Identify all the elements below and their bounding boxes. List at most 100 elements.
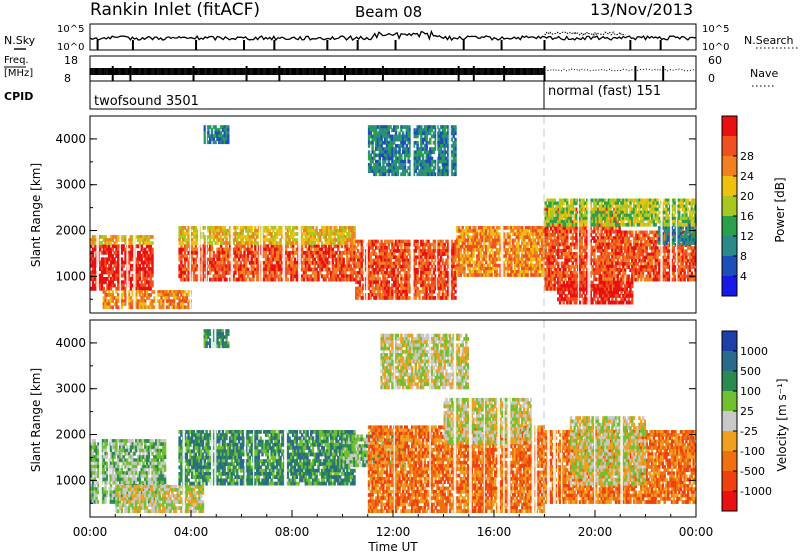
power-cell bbox=[344, 250, 347, 255]
power-cell bbox=[605, 226, 609, 231]
power-cell bbox=[557, 242, 560, 247]
power-cell bbox=[158, 305, 161, 310]
power-cell bbox=[423, 252, 427, 256]
power-cell bbox=[346, 247, 349, 252]
power-cell bbox=[519, 232, 522, 236]
power-cell bbox=[328, 229, 331, 233]
power-cell bbox=[420, 242, 423, 247]
power-cell bbox=[286, 244, 289, 249]
power-cell bbox=[481, 229, 484, 233]
power-cell bbox=[196, 241, 199, 245]
power-cell bbox=[378, 267, 381, 272]
power-cell bbox=[602, 226, 605, 231]
power-cell bbox=[432, 267, 436, 272]
power-cell bbox=[227, 270, 230, 275]
power-cell bbox=[466, 257, 470, 262]
power-cell bbox=[302, 229, 306, 233]
power-cell bbox=[180, 244, 183, 249]
power-cell bbox=[562, 239, 565, 244]
power-cell bbox=[393, 283, 396, 288]
power-cell bbox=[145, 235, 149, 239]
power-cell bbox=[182, 299, 185, 303]
power-cell bbox=[254, 247, 257, 252]
power-cell bbox=[517, 270, 520, 274]
power-cell bbox=[441, 252, 445, 256]
power-cell bbox=[549, 239, 553, 244]
power-cell bbox=[564, 287, 567, 292]
power-cell bbox=[263, 235, 266, 239]
power-cell bbox=[537, 257, 540, 262]
power-cell bbox=[90, 250, 93, 255]
power-cell bbox=[522, 266, 526, 271]
power-cell bbox=[468, 229, 472, 233]
power-cell bbox=[526, 266, 529, 271]
power-cell bbox=[553, 271, 556, 275]
power-cell bbox=[174, 290, 178, 294]
power-cell bbox=[618, 245, 621, 250]
power-cell bbox=[371, 249, 374, 253]
power-cell bbox=[575, 252, 578, 256]
power-cell bbox=[537, 232, 540, 236]
power-cell bbox=[409, 258, 412, 263]
power-cell bbox=[142, 238, 145, 242]
power-cell bbox=[517, 244, 520, 249]
power-cell bbox=[284, 270, 288, 275]
power-cell bbox=[183, 235, 187, 239]
power-cell bbox=[400, 296, 403, 300]
power-cell bbox=[91, 286, 95, 291]
power-cell bbox=[319, 267, 322, 272]
power-cell bbox=[310, 232, 313, 236]
power-cell bbox=[549, 264, 553, 269]
power-cell bbox=[517, 257, 520, 262]
power-cell bbox=[111, 305, 114, 310]
power-cell bbox=[420, 249, 423, 253]
power-cell bbox=[99, 273, 102, 278]
power-cell bbox=[268, 274, 271, 279]
power-cell bbox=[144, 299, 147, 303]
power-cell bbox=[245, 226, 248, 230]
power-cell bbox=[504, 226, 508, 230]
power-cell bbox=[481, 257, 484, 262]
power-cell bbox=[602, 239, 605, 244]
power-cell bbox=[158, 299, 161, 303]
power-cell bbox=[456, 263, 459, 268]
power-cell bbox=[90, 241, 93, 245]
power-cell bbox=[129, 263, 133, 268]
power-cell bbox=[521, 257, 524, 262]
power-cell bbox=[286, 277, 289, 282]
power-cell bbox=[266, 229, 270, 233]
power-cell bbox=[461, 238, 464, 243]
power-cell bbox=[468, 241, 472, 246]
power-cell bbox=[264, 244, 268, 249]
power-cell bbox=[375, 280, 378, 285]
power-cell bbox=[466, 263, 470, 268]
power-cell bbox=[524, 241, 528, 246]
power-cell bbox=[109, 238, 113, 242]
power-cell bbox=[200, 274, 203, 279]
power-cell bbox=[476, 273, 479, 277]
power-cell bbox=[385, 271, 389, 275]
power-cell bbox=[427, 286, 430, 291]
power-cell bbox=[344, 244, 347, 249]
power-cell bbox=[560, 252, 564, 256]
power-cell bbox=[582, 277, 585, 282]
power-cell bbox=[369, 293, 372, 297]
power-cell bbox=[259, 277, 262, 282]
power-cell bbox=[367, 286, 371, 291]
power-cell bbox=[539, 229, 542, 233]
power-cell bbox=[191, 226, 194, 230]
power-cell bbox=[279, 226, 282, 230]
power-cell bbox=[236, 238, 239, 242]
power-cell bbox=[124, 241, 127, 245]
power-cell bbox=[494, 251, 497, 255]
power-cell bbox=[194, 226, 197, 230]
power-cell bbox=[609, 245, 612, 250]
power-cell bbox=[393, 242, 396, 247]
power-cell bbox=[479, 235, 482, 240]
power-cell bbox=[102, 299, 105, 303]
power-cell bbox=[250, 254, 253, 259]
power-cell bbox=[219, 277, 223, 282]
power-cell bbox=[586, 233, 589, 237]
power-cell bbox=[301, 250, 304, 255]
power-cell bbox=[136, 250, 140, 255]
